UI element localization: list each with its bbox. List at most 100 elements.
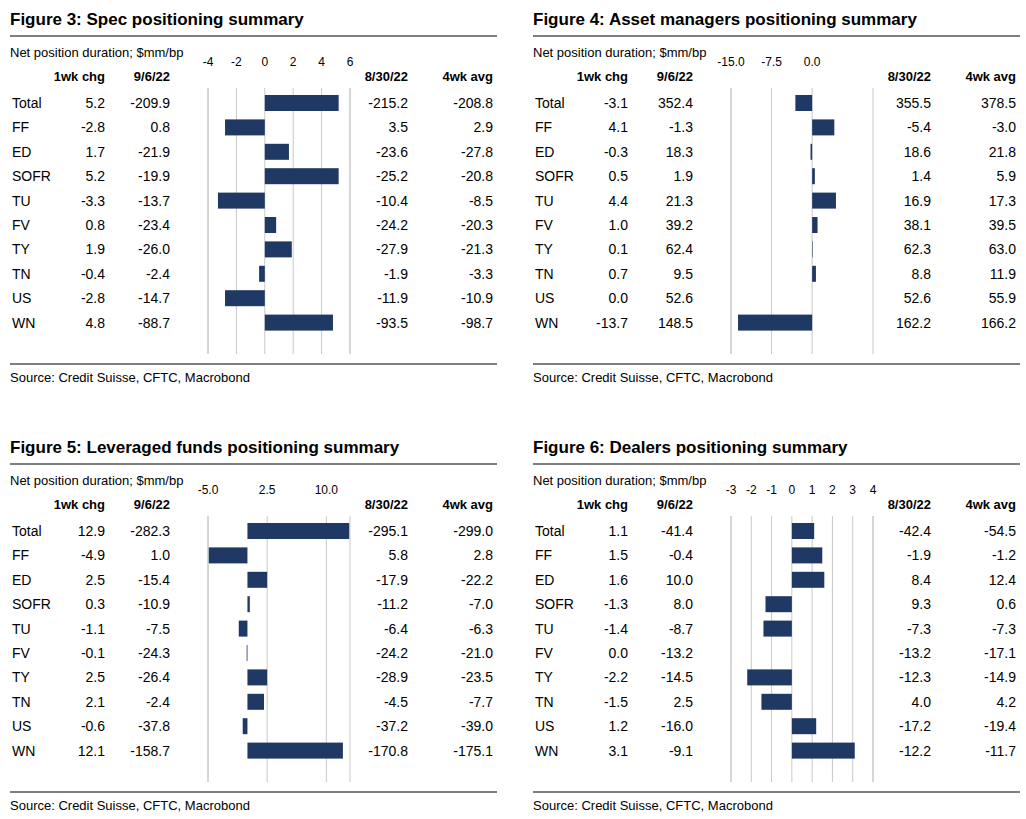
cell: -7.3 xyxy=(992,621,1016,637)
panel: Figure 6: Dealers positioning summaryNet… xyxy=(533,438,1020,813)
cell: 9.5 xyxy=(674,266,694,282)
tick-label: 0.0 xyxy=(804,55,821,69)
column-header: 1wk chg xyxy=(54,69,105,84)
tick-label: 1 xyxy=(809,483,816,497)
cell: -39.0 xyxy=(461,718,493,734)
row-label: US xyxy=(535,290,554,306)
bar xyxy=(246,645,248,661)
plot-frame xyxy=(731,516,732,782)
cell: -7.3 xyxy=(907,621,931,637)
cell: 166.2 xyxy=(981,315,1016,331)
tick-label: 10.0 xyxy=(315,483,339,497)
cell: -5.4 xyxy=(907,119,931,135)
cell: -1.3 xyxy=(669,119,693,135)
column-header: 4wk avg xyxy=(442,69,493,84)
source: Source: Credit Suisse, CFTC, Macrobond xyxy=(10,370,250,385)
cell: 4.1 xyxy=(609,119,629,135)
panel: Figure 3: Spec positioning summaryNet po… xyxy=(10,10,497,385)
cell: -1.2 xyxy=(992,547,1016,563)
cell: 4.0 xyxy=(912,694,932,710)
cell: -21.3 xyxy=(461,241,493,257)
plot-frame xyxy=(731,88,732,354)
cell: -19.9 xyxy=(138,168,170,184)
cell: 0.8 xyxy=(86,217,106,233)
cell: 11.9 xyxy=(990,266,1016,282)
cell: -54.5 xyxy=(984,523,1016,539)
row-label: US xyxy=(12,718,31,734)
bar xyxy=(812,241,814,257)
row-label: Total xyxy=(535,95,565,111)
row-label: TN xyxy=(12,694,31,710)
row-label: FF xyxy=(535,119,552,135)
column-header: 4wk avg xyxy=(442,497,493,512)
cell: -8.7 xyxy=(669,621,693,637)
cell: -4.5 xyxy=(384,694,408,710)
cell: 0.5 xyxy=(609,168,629,184)
bar xyxy=(747,669,792,685)
cell: -17.1 xyxy=(984,645,1016,661)
cell: 55.9 xyxy=(989,290,1016,306)
cell: -24.2 xyxy=(376,217,408,233)
cell: 62.4 xyxy=(666,241,693,257)
cell: 1.9 xyxy=(86,241,106,257)
bar xyxy=(792,718,816,734)
bar xyxy=(792,743,855,759)
cell: -0.4 xyxy=(669,547,693,563)
bar xyxy=(763,621,791,637)
grid-line xyxy=(208,516,209,782)
row-label: FV xyxy=(12,645,31,661)
bar xyxy=(811,144,813,160)
grid-line xyxy=(751,516,752,782)
cell: -2.4 xyxy=(146,266,170,282)
row-label: FF xyxy=(535,547,552,563)
grid-line xyxy=(293,88,294,354)
cell: -14.9 xyxy=(984,669,1016,685)
source-rule xyxy=(533,364,1020,365)
column-header: 9/6/22 xyxy=(657,497,693,512)
cell: 1.7 xyxy=(86,144,106,160)
row-label: SOFR xyxy=(12,168,51,184)
bars xyxy=(218,95,339,331)
tick-label: 2 xyxy=(290,55,297,69)
cell: 12.1 xyxy=(78,743,105,759)
cell: -14.5 xyxy=(661,669,693,685)
column-header: 8/30/22 xyxy=(365,69,408,84)
cell: -13.7 xyxy=(596,315,628,331)
cell: 21.8 xyxy=(989,144,1016,160)
bar xyxy=(812,266,816,282)
cell: -7.0 xyxy=(469,596,493,612)
cell: -1.9 xyxy=(384,266,408,282)
row-label: US xyxy=(535,718,554,734)
cell: -37.2 xyxy=(376,718,408,734)
cell: -0.6 xyxy=(81,718,105,734)
row-label: TY xyxy=(535,241,554,257)
cell: -0.3 xyxy=(604,144,628,160)
cell: 1.0 xyxy=(609,217,629,233)
panel: Figure 5: Leveraged funds positioning su… xyxy=(10,438,497,813)
cell: -21.9 xyxy=(138,144,170,160)
cell: 10.0 xyxy=(666,572,693,588)
tick-label: 2.5 xyxy=(259,483,276,497)
cell: -93.5 xyxy=(376,315,408,331)
bar xyxy=(225,119,265,135)
panel: Figure 4: Asset managers positioning sum… xyxy=(533,10,1020,385)
plot-frame xyxy=(350,516,351,782)
row-label: FF xyxy=(12,547,29,563)
cell: 148.5 xyxy=(658,315,693,331)
cell: 162.2 xyxy=(896,315,931,331)
cell: -6.4 xyxy=(384,621,408,637)
row-label: WN xyxy=(535,315,558,331)
cell: -10.4 xyxy=(376,193,408,209)
cell: -11.9 xyxy=(377,290,408,306)
cell: 0.8 xyxy=(151,119,171,135)
cell: 2.5 xyxy=(674,694,694,710)
cell: -7.7 xyxy=(469,694,493,710)
cell: 352.4 xyxy=(658,95,693,111)
bars xyxy=(209,523,349,759)
row-label: TU xyxy=(535,621,554,637)
cell: 62.3 xyxy=(904,241,931,257)
cell: 1.5 xyxy=(609,547,629,563)
bar xyxy=(265,144,289,160)
bar xyxy=(738,315,812,331)
row-label: TU xyxy=(535,193,554,209)
